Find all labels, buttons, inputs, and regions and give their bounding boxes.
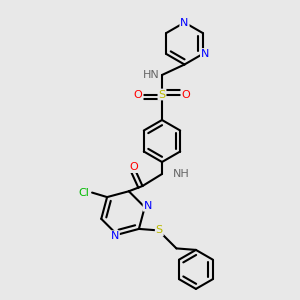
Text: N: N [180, 17, 189, 28]
Text: NH: NH [172, 169, 189, 179]
Text: O: O [182, 89, 190, 100]
Text: O: O [134, 89, 142, 100]
Text: N: N [201, 49, 209, 59]
Text: HN: HN [143, 70, 160, 80]
Text: S: S [158, 89, 166, 100]
Text: O: O [129, 162, 138, 172]
Text: N: N [111, 231, 119, 241]
Text: N: N [143, 201, 152, 211]
Text: Cl: Cl [79, 188, 90, 198]
Text: S: S [156, 225, 163, 236]
